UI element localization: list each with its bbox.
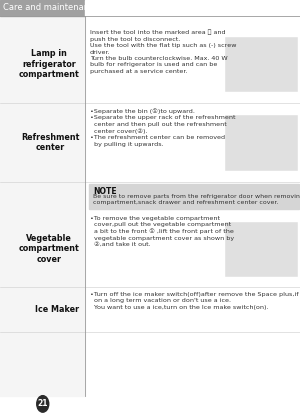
Text: NOTE: NOTE [93, 187, 117, 196]
Text: Insert the tool into the marked area ⓒ and
push the tool to disconnect.
Use the : Insert the tool into the marked area ⓒ a… [90, 30, 236, 74]
Bar [0, 0, 85, 16]
Bar [0, 16, 85, 396]
Text: Care and maintenance: Care and maintenance [3, 3, 99, 12]
Text: Lamp in
refrigerator
compartment: Lamp in refrigerator compartment [19, 49, 80, 79]
Text: •Turn off the ice maker switch(off)after remove the Space plus,if you are
  on a: •Turn off the ice maker switch(off)after… [90, 292, 300, 310]
Bar [225, 222, 297, 275]
Bar [225, 115, 297, 170]
Text: Ice Maker: Ice Maker [35, 305, 80, 314]
Text: Be sure to remove parts from the refrigerator door when removing the vegetable
c: Be sure to remove parts from the refrige… [93, 194, 300, 205]
Text: 21: 21 [38, 399, 48, 408]
Bar [225, 37, 297, 92]
Text: •Separate the bin (①)to upward.
•Separate the upper rack of the refreshment
  ce: •Separate the bin (①)to upward. •Separat… [90, 108, 236, 147]
Bar [88, 184, 298, 209]
Text: Refreshment
center: Refreshment center [21, 133, 80, 152]
Text: Vegetable
compartment
cover: Vegetable compartment cover [19, 234, 80, 264]
Text: •To remove the vegetable compartment
  cover,pull out the vegetable compartment
: •To remove the vegetable compartment cov… [90, 216, 234, 247]
Bar [85, 0, 300, 16]
Circle shape [37, 396, 49, 412]
